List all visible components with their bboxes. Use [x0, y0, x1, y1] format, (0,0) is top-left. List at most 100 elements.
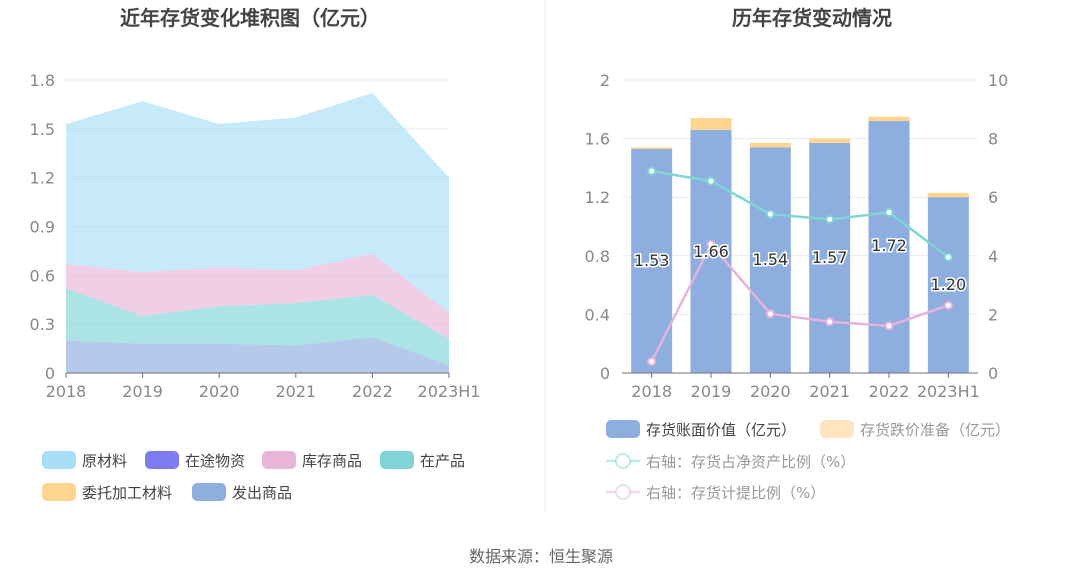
line-point: [825, 317, 835, 327]
line-point: [943, 300, 953, 310]
legend-label: 存货账面价值（亿元）: [646, 421, 796, 439]
legend-label: 库存商品: [302, 452, 362, 470]
line-series: [651, 169, 950, 259]
area-原材料: [66, 93, 449, 313]
legend-item[interactable]: 右轴：存货占净资产比例（%）: [606, 453, 855, 471]
y-tick-label: 0.9: [30, 218, 55, 237]
bar-value-label: 1.72: [871, 236, 907, 255]
y-tick-label: 1.5: [30, 120, 55, 139]
legend-swatch: [192, 483, 226, 501]
area-在产品: [66, 288, 449, 365]
legend-swatch: [145, 451, 179, 469]
legend-label: 发出商品: [232, 484, 292, 502]
x-tick-label: 2019: [122, 382, 163, 401]
y2-tick-label: 6: [988, 188, 998, 207]
bar-impairment: [927, 192, 969, 198]
legend-label: 在途物资: [185, 452, 245, 470]
y-tick-label: 1.2: [585, 188, 610, 207]
legend-swatch: [42, 483, 76, 501]
line-point: [943, 252, 953, 262]
line-point: [765, 309, 775, 319]
line-point: [706, 176, 716, 186]
x-tick-label: 2020: [750, 382, 791, 401]
legend-item[interactable]: 库存商品: [262, 451, 362, 470]
bar-impairment: [868, 116, 910, 122]
y-tick-label: 0: [45, 364, 55, 383]
y2-tick-label: 2: [988, 305, 998, 324]
line-series: [650, 242, 949, 363]
bar-value-label: 1.53: [634, 251, 670, 270]
y-tick-label: 1.6: [585, 130, 610, 149]
legend-item[interactable]: 存货账面价值（亿元）: [606, 420, 796, 439]
bar-impairment: [631, 147, 673, 149]
x-tick-label: 2018: [631, 382, 672, 401]
legend-item[interactable]: 在产品: [380, 451, 465, 470]
line-point: [647, 166, 657, 176]
y2-tick-label: 10: [988, 71, 1008, 90]
x-tick-label: 2021: [275, 382, 316, 401]
y-tick-label: 2: [600, 71, 610, 90]
legend-label: 在产品: [420, 452, 465, 470]
area-库存商品: [66, 253, 449, 339]
line-point: [706, 239, 716, 249]
y-tick-label: 0.6: [30, 266, 55, 285]
legend-swatch: [820, 420, 854, 438]
y-tick-label: 0: [600, 364, 610, 383]
line-point: [765, 209, 775, 219]
line-point: [884, 207, 894, 217]
area-发出商品: [66, 337, 449, 373]
legend-swatch: [262, 451, 296, 469]
legend-item[interactable]: 右轴：存货计提比例（%）: [606, 484, 825, 502]
line-point: [647, 357, 657, 367]
left-chart-title: 近年存货变化堆积图（亿元）: [120, 6, 380, 30]
legend-label: 原材料: [82, 452, 127, 470]
legend-label: 委托加工材料: [82, 484, 172, 502]
y-tick-label: 0.8: [585, 247, 610, 266]
bar-value-label: 1.57: [812, 248, 848, 267]
bar-book-value: [690, 129, 732, 373]
y-tick-label: 0.3: [30, 315, 55, 334]
data-source-footer: 数据来源：恒生聚源: [469, 547, 613, 566]
x-tick-label: 2022: [352, 382, 393, 401]
legend-swatch: [606, 420, 640, 438]
y-tick-label: 1.2: [30, 169, 55, 188]
legend-label: 右轴：存货占净资产比例（%）: [646, 453, 855, 471]
y2-tick-label: 0: [988, 364, 998, 383]
bar-value-label: 1.66: [693, 242, 729, 261]
legend-swatch: [380, 451, 414, 469]
x-tick-label: 2022: [869, 382, 910, 401]
legend-point-icon: [615, 484, 631, 500]
legend-label: 右轴：存货计提比例（%）: [646, 484, 825, 502]
x-tick-label: 2023H1: [917, 382, 980, 401]
x-tick-label: 2019: [691, 382, 732, 401]
legend-label: 存货跌价准备（亿元）: [860, 421, 1010, 439]
bar-value-label: 1.54: [753, 250, 789, 269]
line-point: [884, 321, 894, 331]
bar-book-value: [809, 142, 851, 373]
legend-point-icon: [615, 453, 631, 469]
legend-item[interactable]: 委托加工材料: [42, 483, 172, 502]
legend-swatch: [42, 451, 76, 469]
x-tick-label: 2018: [46, 382, 87, 401]
bar-book-value: [749, 147, 791, 373]
legend-item[interactable]: 在途物资: [145, 451, 245, 470]
bar-book-value: [868, 121, 910, 374]
bar-book-value: [927, 197, 969, 373]
x-tick-label: 2020: [199, 382, 240, 401]
legend-item[interactable]: 存货跌价准备（亿元）: [820, 420, 1010, 439]
x-tick-label: 2023H1: [418, 382, 481, 401]
bar-value-label: 1.20: [931, 275, 967, 294]
x-tick-label: 2021: [809, 382, 850, 401]
legend-item[interactable]: 发出商品: [192, 483, 292, 502]
y2-tick-label: 8: [988, 130, 998, 149]
right-chart-title: 历年存货变动情况: [732, 6, 892, 30]
bar-impairment: [690, 118, 732, 130]
legend-item[interactable]: 原材料: [42, 451, 127, 470]
bar-impairment: [749, 142, 791, 148]
line-point: [825, 214, 835, 224]
y2-tick-label: 4: [988, 247, 998, 266]
y-tick-label: 0.4: [585, 305, 610, 324]
y-tick-label: 1.8: [30, 71, 55, 90]
